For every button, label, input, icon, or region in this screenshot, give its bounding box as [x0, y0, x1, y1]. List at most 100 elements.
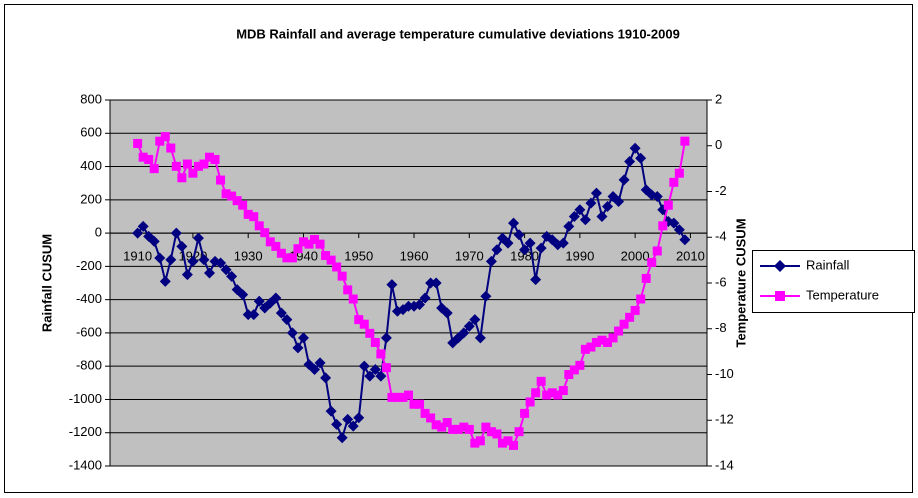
- marker: [404, 390, 413, 400]
- marker: [325, 405, 337, 417]
- marker: [171, 161, 181, 171]
- marker: [370, 337, 380, 347]
- marker: [669, 177, 679, 187]
- marker: [585, 197, 597, 209]
- marker: [673, 224, 685, 236]
- plot-background: [109, 99, 708, 467]
- marker: [474, 332, 486, 344]
- marker: [514, 427, 524, 437]
- marker: [342, 413, 354, 425]
- marker: [509, 440, 519, 450]
- marker: [674, 168, 684, 178]
- x-tick-label: 2000: [621, 249, 650, 264]
- marker: [441, 307, 453, 319]
- marker: [314, 357, 326, 369]
- marker: [287, 253, 297, 263]
- marker: [525, 397, 535, 407]
- marker: [188, 168, 198, 178]
- marker: [286, 327, 298, 339]
- legend-label: Temperature: [806, 287, 879, 302]
- marker: [453, 424, 463, 434]
- marker: [199, 159, 209, 169]
- marker: [553, 390, 563, 400]
- marker: [426, 413, 436, 423]
- marker: [508, 217, 520, 229]
- marker: [265, 237, 275, 247]
- marker: [253, 295, 265, 307]
- marker: [221, 189, 231, 199]
- y2-tick-label: -14: [715, 457, 734, 472]
- marker: [614, 326, 624, 336]
- x-tick-label: 1970: [455, 249, 484, 264]
- marker: [232, 196, 242, 206]
- marker: [569, 365, 579, 375]
- marker: [237, 289, 249, 301]
- marker: [596, 210, 608, 222]
- marker: [403, 300, 414, 312]
- marker: [680, 136, 690, 146]
- marker: [419, 292, 431, 304]
- marker: [309, 364, 321, 376]
- marker: [304, 239, 314, 249]
- marker: [154, 252, 166, 264]
- marker: [629, 142, 641, 154]
- marker: [486, 427, 496, 437]
- marker: [386, 279, 398, 291]
- marker: [321, 251, 331, 261]
- y-tick-label: 200: [80, 191, 102, 206]
- marker: [227, 191, 237, 201]
- legend-marker: [774, 260, 786, 272]
- marker: [463, 320, 475, 332]
- marker: [138, 152, 148, 162]
- marker: [297, 332, 309, 344]
- marker: [166, 143, 176, 153]
- marker: [425, 277, 437, 289]
- marker: [485, 255, 497, 267]
- y2-tick-label: 0: [715, 137, 722, 152]
- marker: [469, 314, 481, 326]
- y-tick-label: 600: [80, 125, 102, 140]
- marker: [348, 294, 358, 304]
- marker: [320, 372, 332, 384]
- marker: [618, 174, 630, 186]
- marker: [337, 271, 347, 281]
- y-tick-label: -1000: [69, 391, 102, 406]
- marker: [359, 319, 369, 329]
- marker: [442, 418, 452, 428]
- x-tick-label: 2010: [676, 249, 705, 264]
- marker: [668, 217, 680, 229]
- marker: [204, 267, 215, 279]
- chart-title: MDB Rainfall and average temperature cum…: [236, 26, 680, 41]
- marker: [558, 386, 568, 396]
- marker: [293, 244, 303, 254]
- marker: [181, 269, 193, 281]
- marker: [198, 254, 210, 266]
- marker: [292, 342, 304, 354]
- marker: [193, 161, 203, 171]
- marker: [132, 227, 144, 239]
- marker: [414, 299, 426, 311]
- marker: [380, 332, 392, 344]
- y-tick-label: 400: [80, 158, 102, 173]
- marker: [430, 277, 442, 289]
- marker: [281, 314, 293, 326]
- marker: [210, 154, 220, 164]
- marker: [375, 370, 387, 382]
- marker: [590, 187, 602, 199]
- marker: [149, 164, 159, 174]
- marker: [503, 436, 513, 446]
- marker: [155, 136, 165, 146]
- y2-tick-label: -6: [715, 274, 727, 289]
- marker: [597, 335, 607, 345]
- marker: [176, 240, 188, 252]
- marker: [502, 237, 514, 249]
- marker: [613, 195, 625, 207]
- marker: [579, 214, 591, 226]
- marker: [535, 242, 547, 254]
- marker: [182, 159, 192, 169]
- marker: [270, 292, 282, 304]
- marker: [215, 257, 227, 269]
- marker: [458, 327, 470, 339]
- marker: [652, 246, 662, 256]
